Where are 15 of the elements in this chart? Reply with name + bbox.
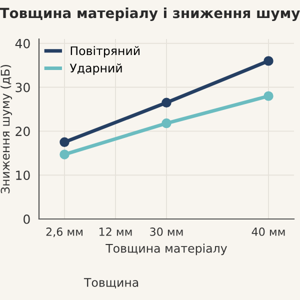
x-tick-label: 30 мм (150, 228, 183, 236)
x-tick-label: 2,6 мм (46, 228, 82, 238)
y-tick-label: 0 (24, 214, 30, 224)
legend-label: Ударний (70, 63, 122, 75)
y-axis-title: Зниження шуму (дБ) (0, 64, 12, 194)
y-tick-label: 20 (16, 126, 30, 136)
x-tick-label: 12 мм (100, 228, 132, 236)
y-tick-label: 40 (15, 38, 30, 48)
legend-label: Повітряний (70, 46, 140, 58)
y-tick-label: 30 (16, 82, 30, 92)
x-tick-label: 40 мм (252, 228, 285, 236)
y-tick-label: 10 (16, 170, 30, 180)
x-axis-title: Товщина матеріалу (106, 244, 228, 256)
chart-title: Товщина матеріалу і зниження шуму (0, 8, 300, 22)
text: Товщина (84, 278, 138, 288)
